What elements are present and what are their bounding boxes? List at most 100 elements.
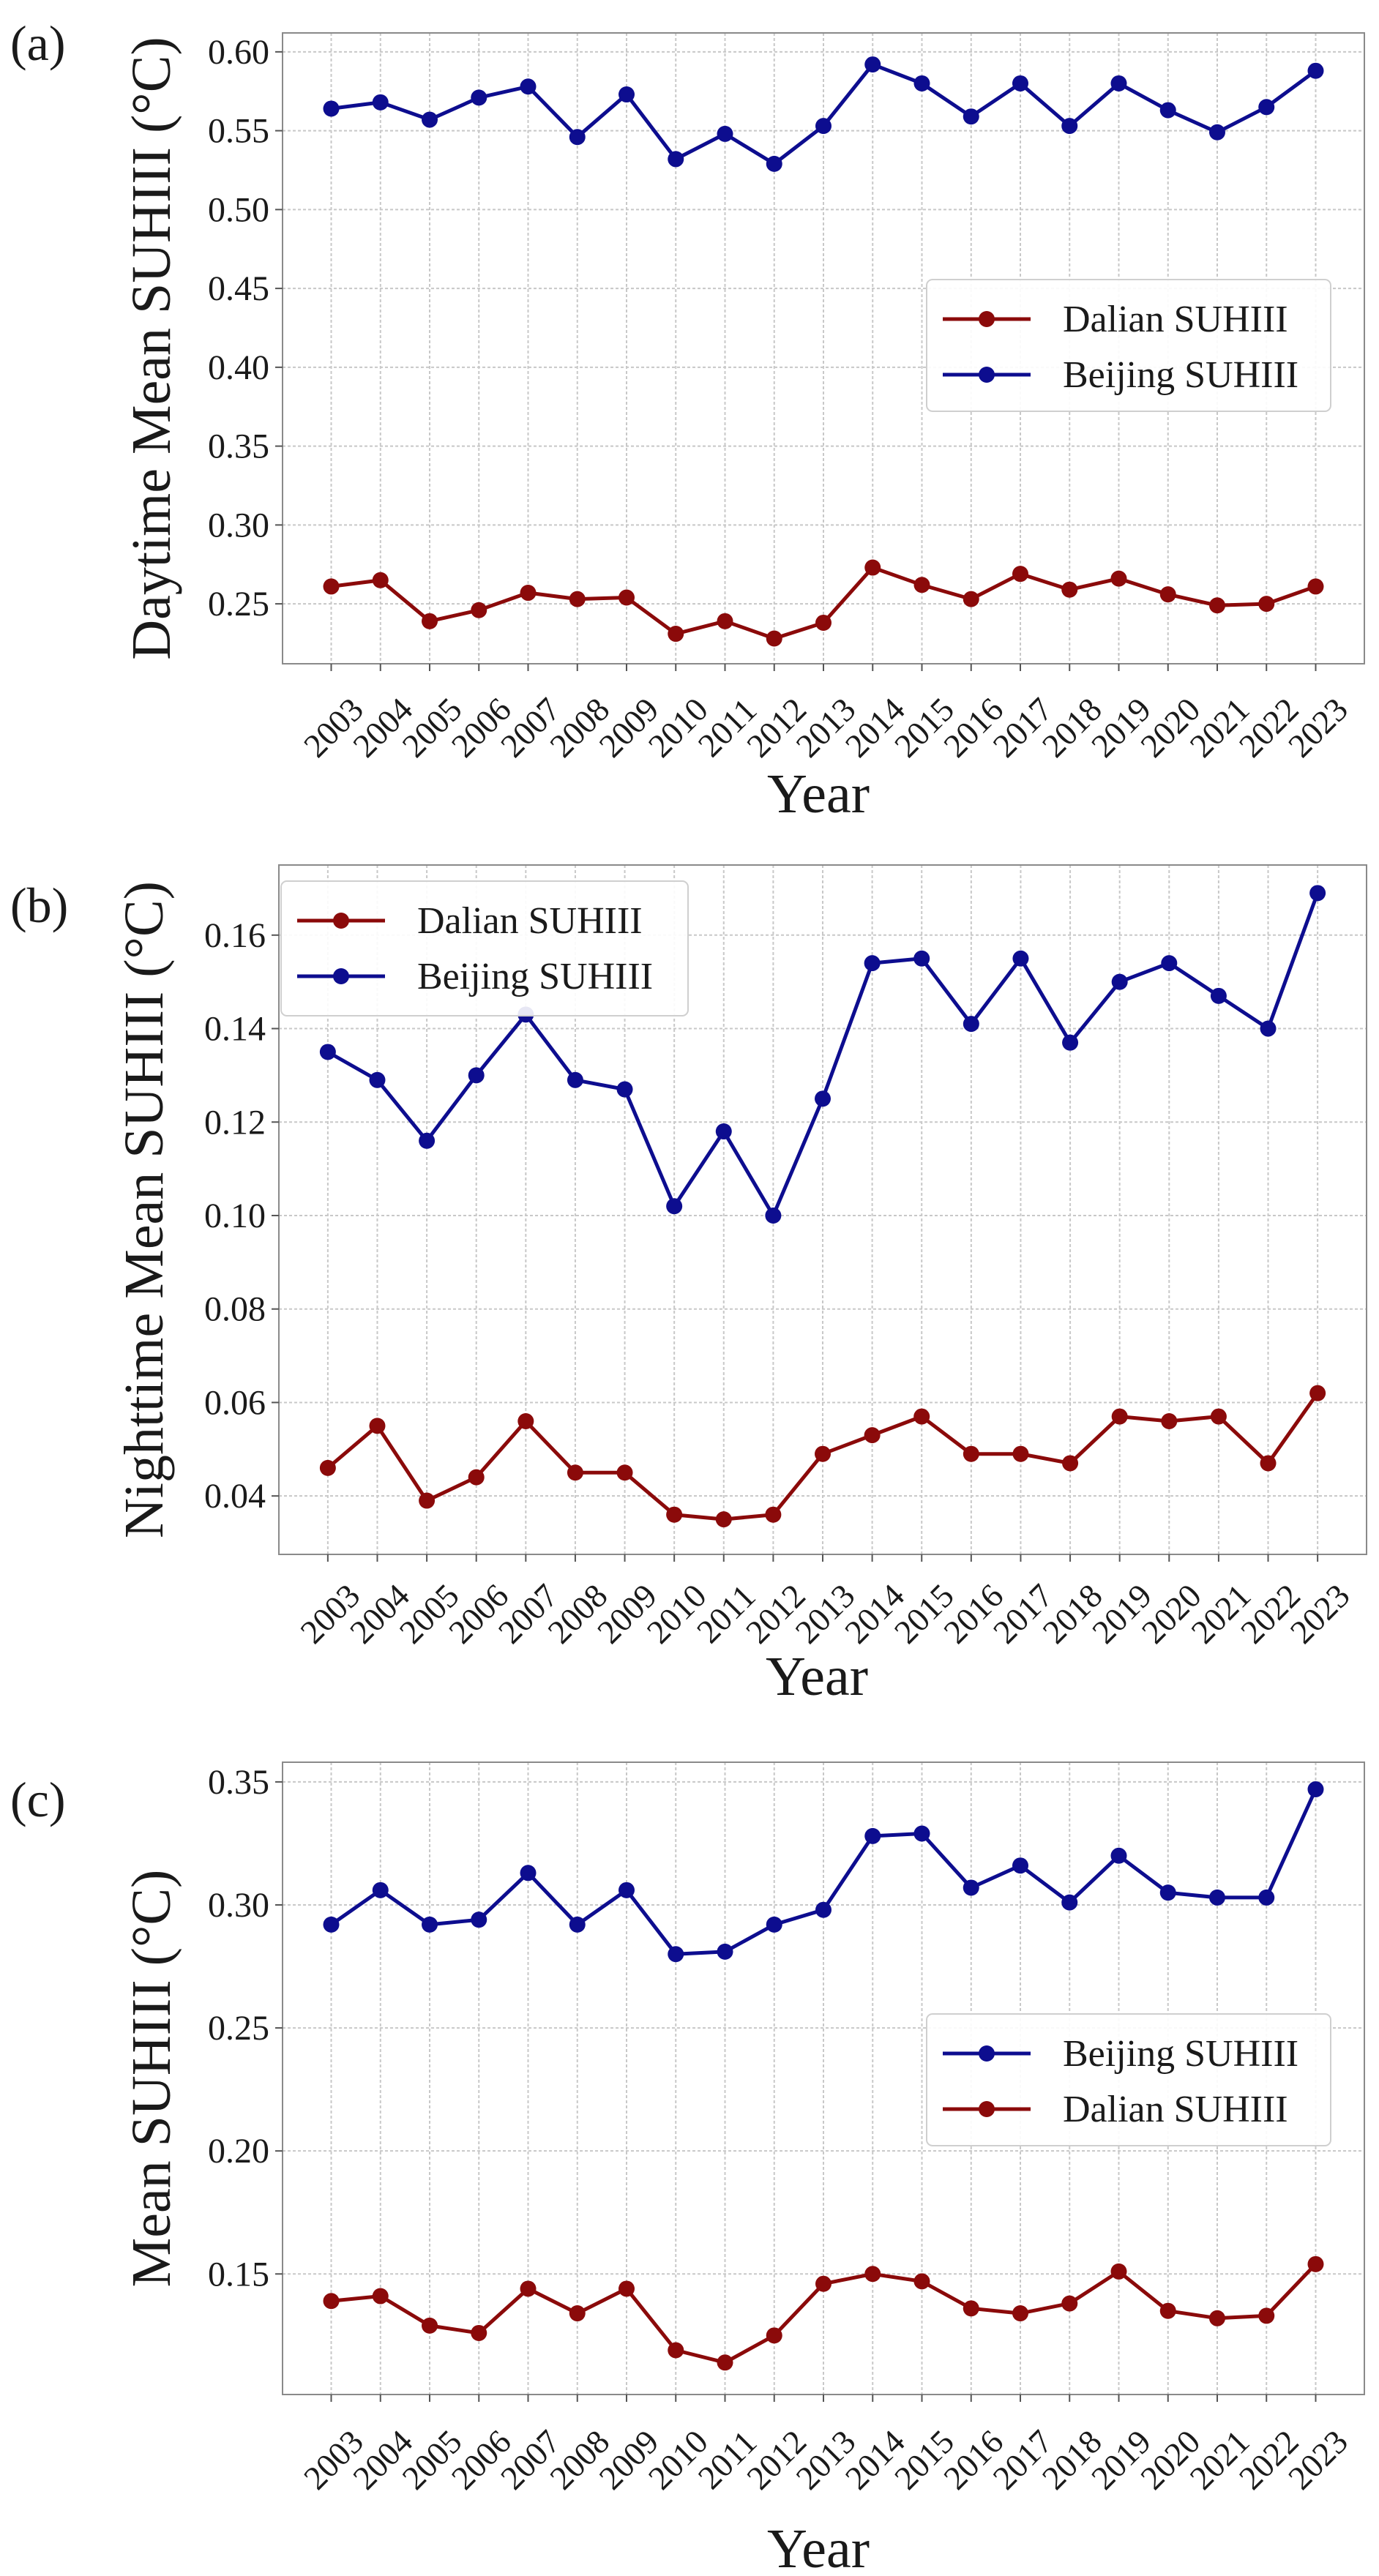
y-tick-label: 0.25 — [208, 2009, 269, 2048]
y-tick-label: 0.06 — [204, 1383, 266, 1422]
y-tick-label: 0.50 — [208, 190, 269, 229]
data-point-beijing — [616, 1081, 633, 1098]
data-point-dalian — [1062, 1455, 1079, 1472]
y-tick-label: 0.10 — [204, 1197, 266, 1235]
data-point-dalian — [1012, 2305, 1028, 2322]
data-point-dalian — [471, 602, 487, 618]
panel-label: (b) — [10, 877, 68, 933]
data-point-dalian — [815, 1445, 831, 1462]
data-point-dalian — [1208, 597, 1225, 614]
y-tick-label: 0.12 — [204, 1103, 266, 1142]
series-dalian — [323, 2255, 1324, 2371]
data-point-beijing — [864, 56, 881, 73]
data-point-beijing — [963, 1016, 979, 1033]
data-point-beijing — [1110, 1847, 1127, 1864]
data-point-beijing — [468, 1067, 485, 1084]
data-point-dalian — [569, 591, 586, 607]
data-point-beijing — [1307, 1781, 1324, 1797]
data-point-beijing — [1258, 99, 1275, 116]
data-point-dalian — [963, 591, 979, 607]
data-point-beijing — [567, 1071, 583, 1088]
data-point-dalian — [1210, 1408, 1227, 1425]
y-tick-label: 0.04 — [204, 1477, 266, 1516]
data-point-beijing — [1307, 62, 1324, 79]
data-point-beijing — [666, 1198, 683, 1215]
legend-label-dalian: Dalian SUHIII — [1063, 2089, 1288, 2130]
data-point-beijing — [717, 1943, 733, 1960]
data-point-beijing — [864, 1827, 881, 1844]
data-point-beijing — [422, 1916, 438, 1933]
panel-c-mean-chart: (c)0.150.200.250.300.3520032004200520062… — [10, 1761, 1365, 2576]
legend-swatch-marker-beijing — [979, 367, 995, 383]
data-point-dalian — [815, 2275, 831, 2292]
data-point-beijing — [668, 151, 684, 168]
data-point-beijing — [471, 89, 487, 106]
data-point-dalian — [1110, 2263, 1127, 2280]
legend-swatch-marker-dalian — [333, 913, 349, 929]
series-beijing — [323, 56, 1324, 172]
legend-swatch-marker-beijing — [333, 968, 349, 984]
x-axis-title: Year — [766, 1646, 868, 1707]
data-point-beijing — [766, 155, 782, 172]
data-point-beijing — [1012, 950, 1029, 967]
y-axis-title: Daytime Mean SUHIII (°C) — [121, 37, 182, 659]
data-point-beijing — [1061, 1894, 1078, 1911]
data-point-dalian — [319, 1459, 336, 1476]
data-point-beijing — [1210, 987, 1227, 1004]
data-point-beijing — [1260, 1020, 1277, 1037]
y-tick-label: 0.30 — [208, 1886, 269, 1925]
legend-swatch-marker-dalian — [979, 2101, 995, 2117]
y-tick-label: 0.16 — [204, 916, 266, 955]
x-tick-label: 2023 — [1281, 2422, 1355, 2496]
data-point-beijing — [1062, 1034, 1079, 1051]
panel-b-nighttime-chart: (b)0.040.060.080.100.120.140.16200320042… — [10, 864, 1367, 1707]
x-axis-title: Year — [767, 2518, 870, 2576]
y-tick-label: 0.08 — [204, 1290, 266, 1329]
y-tick-label: 0.15 — [208, 2255, 269, 2294]
y-tick-label: 0.35 — [208, 427, 269, 466]
data-point-dalian — [913, 2273, 930, 2290]
data-point-beijing — [913, 950, 930, 967]
data-point-dalian — [517, 1412, 534, 1429]
data-point-dalian — [468, 1469, 485, 1486]
legend-label-beijing: Beijing SUHIII — [1063, 354, 1298, 396]
legend-label-beijing: Beijing SUHIII — [417, 956, 653, 997]
data-point-beijing — [1159, 1884, 1176, 1901]
legend-frame — [280, 880, 689, 1016]
data-point-beijing — [1309, 885, 1326, 902]
data-point-beijing — [913, 75, 930, 91]
data-point-beijing — [520, 78, 537, 95]
data-point-beijing — [619, 86, 635, 103]
data-point-beijing — [323, 1916, 340, 1933]
series-dalian — [323, 559, 1324, 647]
data-point-beijing — [319, 1044, 336, 1060]
data-point-dalian — [715, 1511, 732, 1528]
data-point-dalian — [963, 2300, 979, 2317]
data-point-dalian — [520, 585, 537, 602]
data-point-dalian — [1159, 2302, 1176, 2319]
data-point-dalian — [422, 2317, 438, 2334]
data-point-dalian — [520, 2280, 537, 2297]
legend-swatch-marker-dalian — [979, 311, 995, 327]
data-point-dalian — [369, 1418, 386, 1434]
data-point-dalian — [1012, 1445, 1029, 1462]
data-point-beijing — [1012, 1857, 1028, 1874]
data-point-dalian — [323, 2293, 340, 2310]
y-tick-label: 0.55 — [208, 112, 269, 151]
data-point-beijing — [815, 118, 831, 135]
data-point-dalian — [717, 613, 733, 629]
series-beijing — [319, 885, 1326, 1224]
legend-label-dalian: Dalian SUHIII — [1063, 299, 1288, 340]
data-point-dalian — [569, 2305, 586, 2322]
data-point-dalian — [422, 613, 438, 629]
data-point-dalian — [1258, 2307, 1275, 2324]
data-point-dalian — [619, 2280, 635, 2297]
data-point-dalian — [864, 2266, 881, 2283]
data-point-beijing — [963, 108, 979, 125]
data-point-beijing — [372, 94, 389, 111]
y-tick-label: 0.25 — [208, 585, 269, 624]
y-tick-label: 0.30 — [208, 506, 269, 544]
data-point-beijing — [963, 1879, 979, 1896]
panel-label: (c) — [10, 1772, 65, 1827]
